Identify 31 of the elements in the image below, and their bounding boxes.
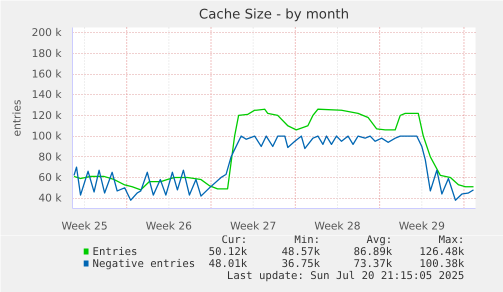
text: 48.01k [208, 257, 248, 270]
text: 126.48k [419, 245, 465, 258]
line-series [73, 108, 474, 191]
y-tick-label: 60 k [38, 170, 62, 184]
text: Avg: [366, 233, 392, 246]
text: Max: [438, 233, 464, 246]
text: 50.12k [208, 245, 248, 258]
text: 36.75k [282, 257, 321, 270]
legend-label: Entries [92, 245, 138, 258]
text: 73.37k [354, 257, 393, 270]
x-tick-label: Week 26 [146, 220, 192, 232]
y-tick-label: 80 k [38, 150, 62, 164]
y-tick-label: 120 k [32, 108, 62, 122]
text: Last update: Sun Jul 20 21:15:05 2025 [226, 269, 464, 282]
legend-label: Negative entries [92, 257, 196, 270]
text: 100.38k [419, 257, 465, 270]
y-tick-label: 200 k [32, 26, 62, 40]
chart-title: Cache Size - by month [198, 8, 350, 22]
y-tick-label: 160 k [32, 68, 62, 81]
y-tick-label: 40 k [38, 192, 62, 205]
line-series [73, 135, 474, 201]
x-tick-label: Week 25 [61, 220, 108, 232]
x-tick-label: Week 27 [230, 220, 276, 232]
text: 86.89k [354, 245, 393, 258]
y-tick-label: 180 k [32, 46, 62, 60]
y-tick-label: 100 k [32, 130, 62, 143]
x-tick-label: Week 28 [314, 220, 361, 232]
y-axis-title: entries [10, 99, 24, 136]
y-tick-label: 140 k [32, 88, 62, 102]
x-tick-label: Week 29 [398, 220, 446, 232]
text: 48.57k [282, 245, 321, 258]
